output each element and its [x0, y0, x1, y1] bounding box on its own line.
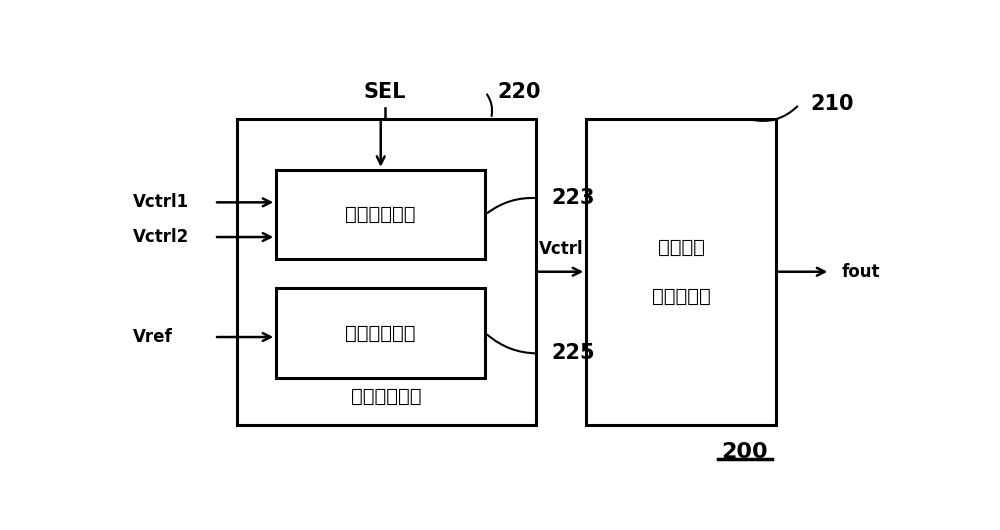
Text: Vref: Vref [133, 328, 173, 346]
Bar [237, 119, 536, 425]
Text: 223: 223 [551, 188, 595, 208]
Text: 振荡器单元: 振荡器单元 [652, 287, 710, 306]
Text: 225: 225 [551, 343, 595, 364]
Text: 220: 220 [497, 82, 540, 102]
Text: 200: 200 [722, 442, 768, 462]
Text: SEL: SEL [363, 82, 406, 102]
Bar [276, 170, 485, 260]
Text: Vctrl2: Vctrl2 [133, 228, 189, 246]
Text: 电压控制: 电压控制 [658, 238, 705, 257]
Text: 增益调整单元: 增益调整单元 [351, 387, 422, 405]
Text: Vctrl1: Vctrl1 [133, 193, 189, 211]
Text: Vctrl: Vctrl [539, 240, 583, 258]
Text: 调整电路单元: 调整电路单元 [346, 205, 416, 224]
Text: 210: 210 [811, 94, 854, 114]
Bar [586, 119, 776, 425]
Text: 参考电路单元: 参考电路单元 [346, 323, 416, 342]
Text: fout: fout [842, 263, 880, 281]
Bar [276, 288, 485, 378]
